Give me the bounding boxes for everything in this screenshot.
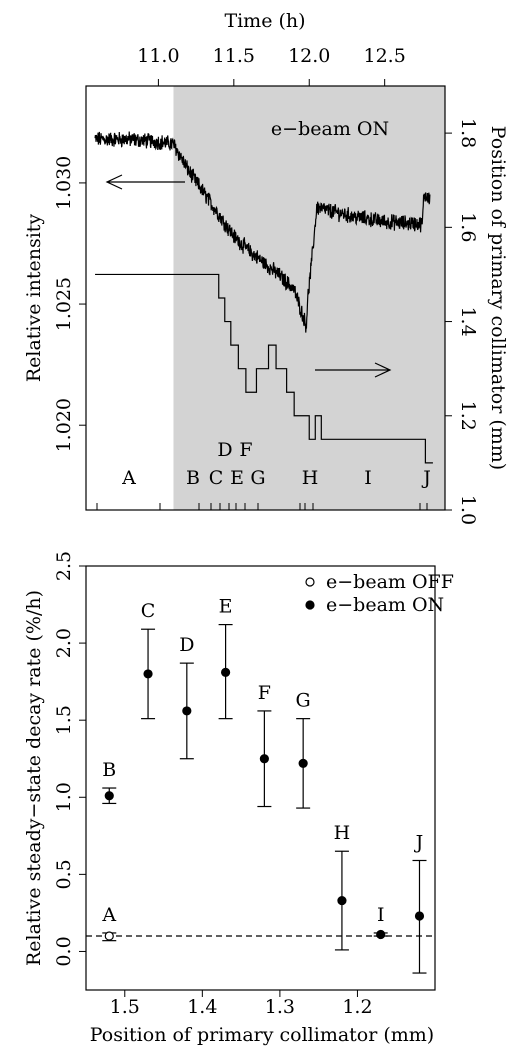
data-point-b: B — [102, 759, 117, 805]
ebeam-on-label: e−beam ON — [271, 118, 389, 140]
decay-rate-tick-label: 0.5 — [53, 859, 75, 889]
marker-ebeam-on — [298, 758, 308, 768]
intensity-plot-frame — [85, 85, 446, 511]
point-label-a: A — [101, 904, 116, 926]
intensity-axis: 1.020 1.025 1.030 — [53, 156, 86, 452]
point-label-c: C — [141, 600, 156, 622]
decay-rate-panel: A B C D E F G H I J 1.5 1.4 1.3 1.2 0.0 0.5 1.0 1.5 2.0 2… — [23, 551, 454, 1046]
position-tick-label: 1.2 — [342, 996, 372, 1018]
ebeam-on-shaded-region — [173, 86, 445, 510]
position-tick-label: 1.4 — [187, 996, 217, 1018]
left-axis-arrow — [105, 174, 185, 190]
decay-rate-axis: 0.0 0.5 1.0 1.5 2.0 2.5 — [53, 551, 86, 967]
intensity-panel: e−beam ON 11.0 11.5 12.0 12.5 1.0201.0251.0… — [23, 10, 509, 525]
data-point-a: A — [101, 904, 116, 942]
intensity-tick-label: 1.020 — [53, 398, 75, 452]
data-point-f: F — [257, 682, 272, 808]
segment-label-g: G — [250, 467, 265, 489]
decay-rate-tick-label: 1.0 — [53, 782, 75, 812]
collimator-tick-label: 1.4 — [457, 306, 479, 336]
decay-rate-tick-label: 1.5 — [53, 705, 75, 735]
intensity-tick-label: 1.030 — [53, 156, 75, 210]
data-point-h: H — [334, 822, 351, 951]
point-label-e: E — [219, 596, 233, 618]
data-point-d: D — [179, 634, 194, 760]
intensity-line — [94, 131, 431, 333]
decay-rate-axis-title: Relative steady−state decay rate (%/h) — [23, 590, 45, 966]
point-label-d: D — [179, 634, 194, 656]
time-axis-title: Time (h) — [224, 10, 305, 32]
point-label-j: J — [414, 831, 424, 853]
segment-label-b: B — [186, 467, 200, 489]
decay-rate-tick-label: 0.0 — [53, 936, 75, 966]
marker-ebeam-on — [337, 895, 347, 906]
collimator-line — [95, 273, 433, 464]
data-point-i: I — [373, 904, 388, 940]
segment-label-f: F — [239, 439, 252, 461]
axis-pointer-arrows — [105, 174, 392, 378]
collimator-axis: 1.0 1.2 1.4 1.6 1.8 — [445, 118, 479, 525]
point-label-h: H — [334, 822, 351, 844]
data-point-g: G — [296, 690, 311, 809]
collimator-tick-label: 1.0 — [457, 495, 479, 525]
legend-label-ebeam-off: e−beam OFF — [326, 571, 454, 593]
marker-ebeam-on — [182, 706, 192, 716]
segment-label-h: H — [302, 467, 319, 489]
intensity-plot-area — [94, 131, 433, 464]
marker-ebeam-on — [221, 667, 231, 677]
intensity-axis-title: Relative intensity — [23, 214, 45, 383]
intensity-tick-label: 1.025 — [53, 277, 75, 331]
legend-label-ebeam-on: e−beam ON — [326, 594, 444, 616]
segment-label-j: J — [421, 467, 431, 489]
position-tick-label: 1.5 — [110, 996, 140, 1018]
collimator-tick-label: 1.8 — [457, 118, 479, 148]
time-tick-label: 12.0 — [288, 45, 330, 67]
marker-ebeam-on — [104, 791, 114, 801]
collimator-position-axis: 1.5 1.4 1.3 1.2 — [110, 990, 373, 1018]
time-tick-label: 12.5 — [364, 45, 406, 67]
marker-ebeam-on — [414, 911, 425, 921]
marker-ebeam-on — [376, 929, 386, 940]
data-point-j: J — [412, 831, 427, 974]
segment-label-c: C — [209, 467, 224, 489]
marker-ebeam-off — [104, 931, 114, 941]
time-tick-label: 11.0 — [137, 45, 179, 67]
decay-rate-tick-label: 2.0 — [53, 628, 75, 658]
collimator-position-axis-title: Position of primary collimator (mm) — [90, 1024, 434, 1046]
collimator-tick-label: 1.6 — [457, 212, 479, 242]
decay-plot-area: A B C D E F G H I J — [86, 596, 435, 974]
marker-ebeam-on — [143, 669, 153, 679]
legend-marker-ebeam-off — [305, 577, 315, 587]
data-point-c: C — [141, 600, 156, 720]
point-label-f: F — [258, 682, 271, 704]
segment-label-i: I — [364, 467, 372, 489]
collimator-axis-title: Position of primary collimator (mm) — [487, 126, 509, 470]
segment-label-e: E — [230, 467, 244, 489]
segment-labels: A B C E G H I J D F — [96, 439, 431, 510]
decay-rate-tick-label: 2.5 — [53, 551, 75, 581]
point-label-g: G — [296, 690, 311, 712]
time-axis: 11.0 11.5 12.0 12.5 — [137, 45, 406, 86]
decay-plot-frame — [85, 565, 436, 991]
right-axis-arrow — [315, 362, 392, 378]
legend-marker-ebeam-on — [305, 600, 315, 610]
position-tick-label: 1.3 — [265, 996, 295, 1018]
data-point-e: E — [218, 596, 233, 720]
point-label-b: B — [102, 759, 116, 781]
segment-label-d: D — [217, 439, 232, 461]
marker-ebeam-on — [259, 754, 269, 764]
time-tick-label: 11.5 — [213, 45, 255, 67]
collimator-tick-label: 1.2 — [457, 401, 479, 431]
point-label-i: I — [377, 904, 385, 926]
segment-label-a: A — [121, 467, 136, 489]
